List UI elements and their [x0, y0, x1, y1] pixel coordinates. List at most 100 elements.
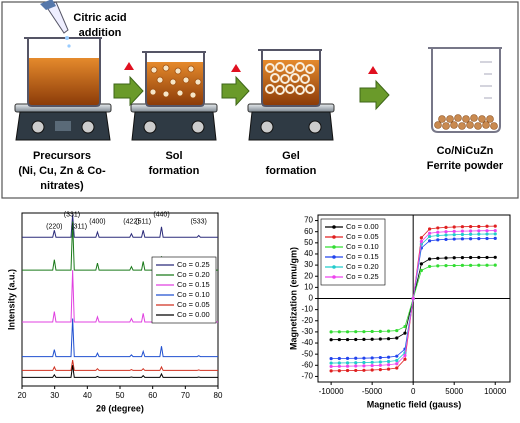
data-point	[460, 225, 465, 229]
data-point	[485, 236, 489, 241]
series-line	[22, 214, 218, 238]
data-point	[444, 264, 448, 268]
data-point	[354, 368, 358, 373]
legend-marker	[332, 275, 336, 279]
heat-icon	[231, 64, 241, 72]
legend-label: Co = 0.00	[346, 222, 379, 231]
legend-label: Co = 0.15	[177, 280, 210, 289]
data-point	[477, 263, 481, 267]
step-label: Ferrite powder	[427, 160, 504, 172]
y-tick-label: 50	[304, 238, 313, 247]
data-point	[362, 337, 366, 341]
data-point	[386, 359, 391, 364]
data-point	[395, 366, 399, 370]
heat-icon	[124, 62, 134, 70]
data-point	[378, 368, 382, 372]
data-point	[337, 364, 341, 368]
y-tick-label: -10	[301, 305, 313, 314]
data-point	[370, 356, 374, 360]
data-point	[436, 264, 440, 268]
data-point	[329, 369, 333, 373]
y-tick-label: -70	[301, 372, 313, 381]
data-point	[345, 330, 350, 334]
y-tick-label: 0	[309, 294, 314, 303]
x-tick-label: -5000	[362, 387, 383, 396]
data-point	[378, 337, 382, 341]
data-point	[452, 225, 456, 229]
data-point	[452, 263, 456, 268]
data-point	[477, 232, 481, 236]
legend-marker	[332, 245, 336, 249]
y-tick-label: -50	[301, 349, 313, 358]
y-tick-label: 10	[304, 282, 313, 291]
hotplate	[247, 103, 335, 141]
peak-label: (220)	[46, 224, 62, 231]
series-line	[22, 359, 218, 371]
peak-label: (533)	[191, 218, 207, 225]
data-point	[329, 361, 333, 365]
legend-label: Co = 0.15	[346, 252, 379, 261]
data-point	[427, 264, 432, 269]
data-point	[362, 368, 366, 372]
data-point	[362, 360, 366, 365]
series-line	[22, 365, 218, 378]
data-point	[354, 330, 358, 334]
data-point	[354, 337, 358, 342]
data-point	[469, 224, 473, 229]
data-point	[337, 337, 341, 342]
data-point	[485, 224, 489, 228]
addition-label: Citric acid	[73, 12, 126, 24]
legend-label: Co = 0.25	[346, 272, 379, 281]
data-point	[378, 363, 382, 367]
legend-label: Co = 0.00	[177, 310, 210, 319]
data-point	[452, 237, 456, 241]
data-point	[329, 338, 333, 342]
step-label: Sol	[165, 150, 182, 162]
data-point	[362, 356, 366, 360]
process-arrow	[359, 79, 390, 111]
step-label: formation	[149, 165, 200, 177]
data-point	[378, 329, 382, 333]
x-tick-label: 70	[181, 391, 190, 400]
y-axis-label: Magnetization (emu/gm)	[288, 247, 298, 350]
process-arrow	[221, 75, 250, 107]
y-tick-label: -60	[301, 360, 313, 369]
data-point	[411, 296, 415, 301]
data-point	[493, 232, 497, 236]
x-tick-label: 80	[214, 391, 223, 400]
y-tick-label: -30	[301, 327, 313, 336]
step-label: nitrates)	[40, 180, 84, 192]
data-point	[427, 231, 432, 235]
step-label: formation	[266, 165, 317, 177]
legend-box	[320, 218, 386, 286]
x-tick-label: -10000	[319, 387, 344, 396]
data-point	[469, 237, 473, 241]
x-tick-label: 30	[50, 391, 59, 400]
series-line	[22, 318, 218, 358]
step-label: (Ni, Cu, Zn & Co-	[18, 165, 106, 177]
data-point	[354, 364, 358, 368]
data-point	[460, 232, 465, 237]
x-axis-label: 2θ (degree)	[96, 403, 144, 413]
data-point	[354, 361, 358, 365]
data-point	[378, 356, 382, 360]
data-point	[427, 257, 432, 261]
data-point	[493, 255, 497, 259]
data-point	[444, 237, 448, 241]
data-point	[485, 229, 489, 233]
x-tick-label: 0	[411, 387, 416, 396]
data-point	[460, 237, 465, 241]
data-point	[370, 364, 374, 368]
data-point	[386, 337, 391, 341]
data-point	[460, 256, 465, 260]
dropper	[40, 0, 71, 48]
y-tick-label: -20	[301, 316, 313, 325]
step-label: Precursors	[33, 150, 91, 162]
powder-beaker	[428, 47, 502, 133]
peak-label: (311)	[71, 224, 87, 231]
data-point	[469, 232, 473, 236]
data-point	[345, 361, 350, 365]
y-tick-label: -40	[301, 338, 313, 347]
data-point	[337, 330, 341, 334]
data-point	[485, 255, 489, 260]
